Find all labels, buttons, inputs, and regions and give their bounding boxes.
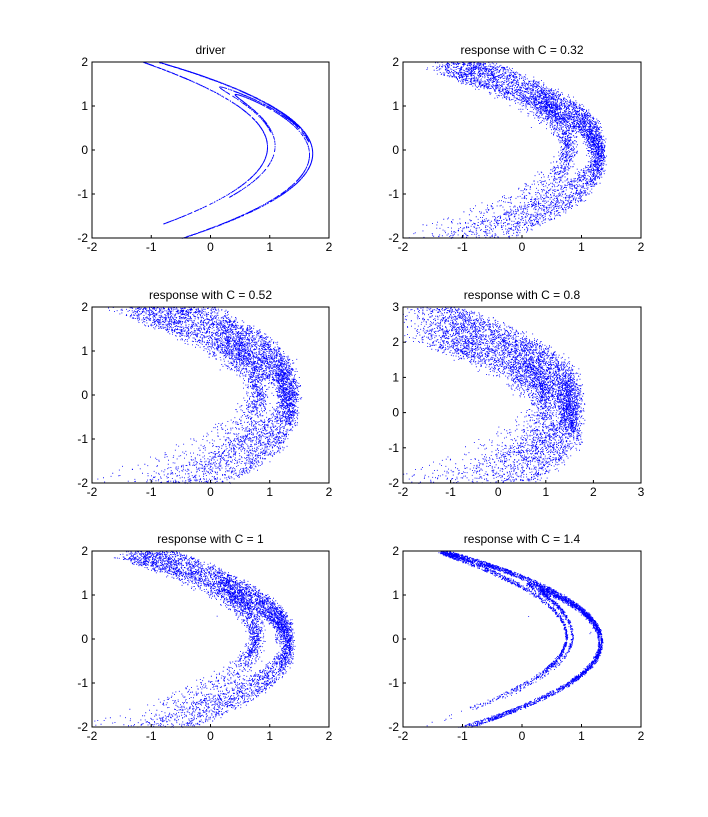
y-tick-label: -2 [77,476,88,490]
x-tick-label: -2 [398,240,409,254]
x-tick-label: -1 [457,729,468,743]
y-tick-label: -2 [77,720,88,734]
y-tick-label: -1 [388,187,399,201]
y-tick-label: 1 [81,588,88,602]
chart-title: response with C = 0.8 [464,288,581,302]
y-tick-label: 0 [392,406,399,420]
x-tick-label: 0 [207,240,214,254]
x-tick-label: 0 [519,729,526,743]
x-tick-label: 1 [266,485,273,499]
scatter-series [94,551,296,728]
x-tick-label: -2 [398,729,409,743]
y-tick-label: -1 [388,676,399,690]
chart-panel-1: driver -2 -1 0 1 2 -2 -1 0 1 2 [77,43,332,254]
x-tick-label: 1 [578,729,585,743]
y-tick-label: -1 [77,432,88,446]
x-tick-label: -2 [87,240,98,254]
y-tick-label: -1 [77,187,88,201]
y-tick-label: -2 [388,720,399,734]
x-tick-label: -2 [87,729,98,743]
scatter-series [143,62,314,239]
chart-panel-2: response with C = 0.32 -2 -1 0 1 2 -2 -1 0 1 2 [388,43,644,254]
scatter-points [97,307,303,484]
x-tick-label: 2 [326,729,333,743]
axes-box [402,306,642,484]
x-tick-label: 2 [326,240,333,254]
x-tick-label: -1 [457,240,468,254]
x-tick-label: -1 [146,729,157,743]
y-tick-label: 0 [81,632,88,646]
x-tick-label: 0 [207,485,214,499]
x-tick-label: -1 [445,485,456,499]
y-tick-label: 2 [81,544,88,558]
y-tick-label: 1 [81,99,88,113]
y-tick-label: 1 [81,344,88,358]
scatter-points [143,62,314,239]
y-tick-label: 1 [392,370,399,384]
y-tick-label: 2 [81,55,88,69]
y-tick-label: -2 [388,476,399,490]
axes-box [91,61,330,239]
x-tick-label: -1 [146,240,157,254]
y-tick-label: 0 [81,388,88,402]
y-tick-label: -1 [388,441,399,455]
chart-panel-3: response with C = 0.52 -2 -1 0 1 2 -2 -1 0 1 2 [77,288,332,499]
y-tick-label: 2 [81,300,88,314]
chart-panel-4: response with C = 0.8 -2 -1 0 1 2 3 -2 -1 0 1 2 3 [388,288,644,499]
y-tick-label: -2 [388,231,399,245]
chart-title: response with C = 0.52 [149,288,272,302]
chart-title: response with C = 0.32 [460,43,583,57]
scatter-points [426,551,604,728]
chart-title: driver [195,43,225,57]
x-tick-label: 1 [266,240,273,254]
scatter-series [97,307,303,484]
y-tick-label: 2 [392,55,399,69]
y-tick-label: -2 [77,231,88,245]
scatter-series [408,62,607,239]
chart-panel-5: response with C = 1 -2 -1 0 1 2 -2 -1 0 1 2 [77,532,332,743]
x-tick-label: 0 [495,485,502,499]
y-tick-label: 0 [392,632,399,646]
y-tick-label: 0 [81,143,88,157]
y-tick-label: 1 [392,588,399,602]
x-tick-label: -2 [398,485,409,499]
x-tick-label: 1 [578,240,585,254]
chart-title: response with C = 1 [157,532,264,546]
y-tick-label: 2 [392,335,399,349]
x-tick-label: 0 [207,729,214,743]
x-tick-label: 3 [638,485,645,499]
x-tick-label: 1 [266,729,273,743]
x-tick-label: 2 [590,485,597,499]
y-tick-label: 1 [392,99,399,113]
scatter-points [408,62,607,239]
x-tick-label: -2 [87,485,98,499]
y-tick-label: 2 [392,544,399,558]
y-tick-label: -1 [77,676,88,690]
scatter-points [94,551,296,728]
x-tick-label: 1 [542,485,549,499]
chart-panel-6: response with C = 1.4 -2 -1 0 1 2 -2 -1 0 1 2 [388,532,644,743]
x-tick-label: -1 [146,485,157,499]
y-tick-label: 3 [392,300,399,314]
x-tick-label: 0 [519,240,526,254]
x-tick-label: 2 [326,485,333,499]
x-tick-label: 2 [638,729,645,743]
chart-title: response with C = 1.4 [464,532,581,546]
scatter-series [403,307,586,484]
scatter-points [403,307,586,484]
scatter-series [426,551,604,728]
x-tick-label: 2 [638,240,645,254]
y-tick-label: 0 [392,143,399,157]
